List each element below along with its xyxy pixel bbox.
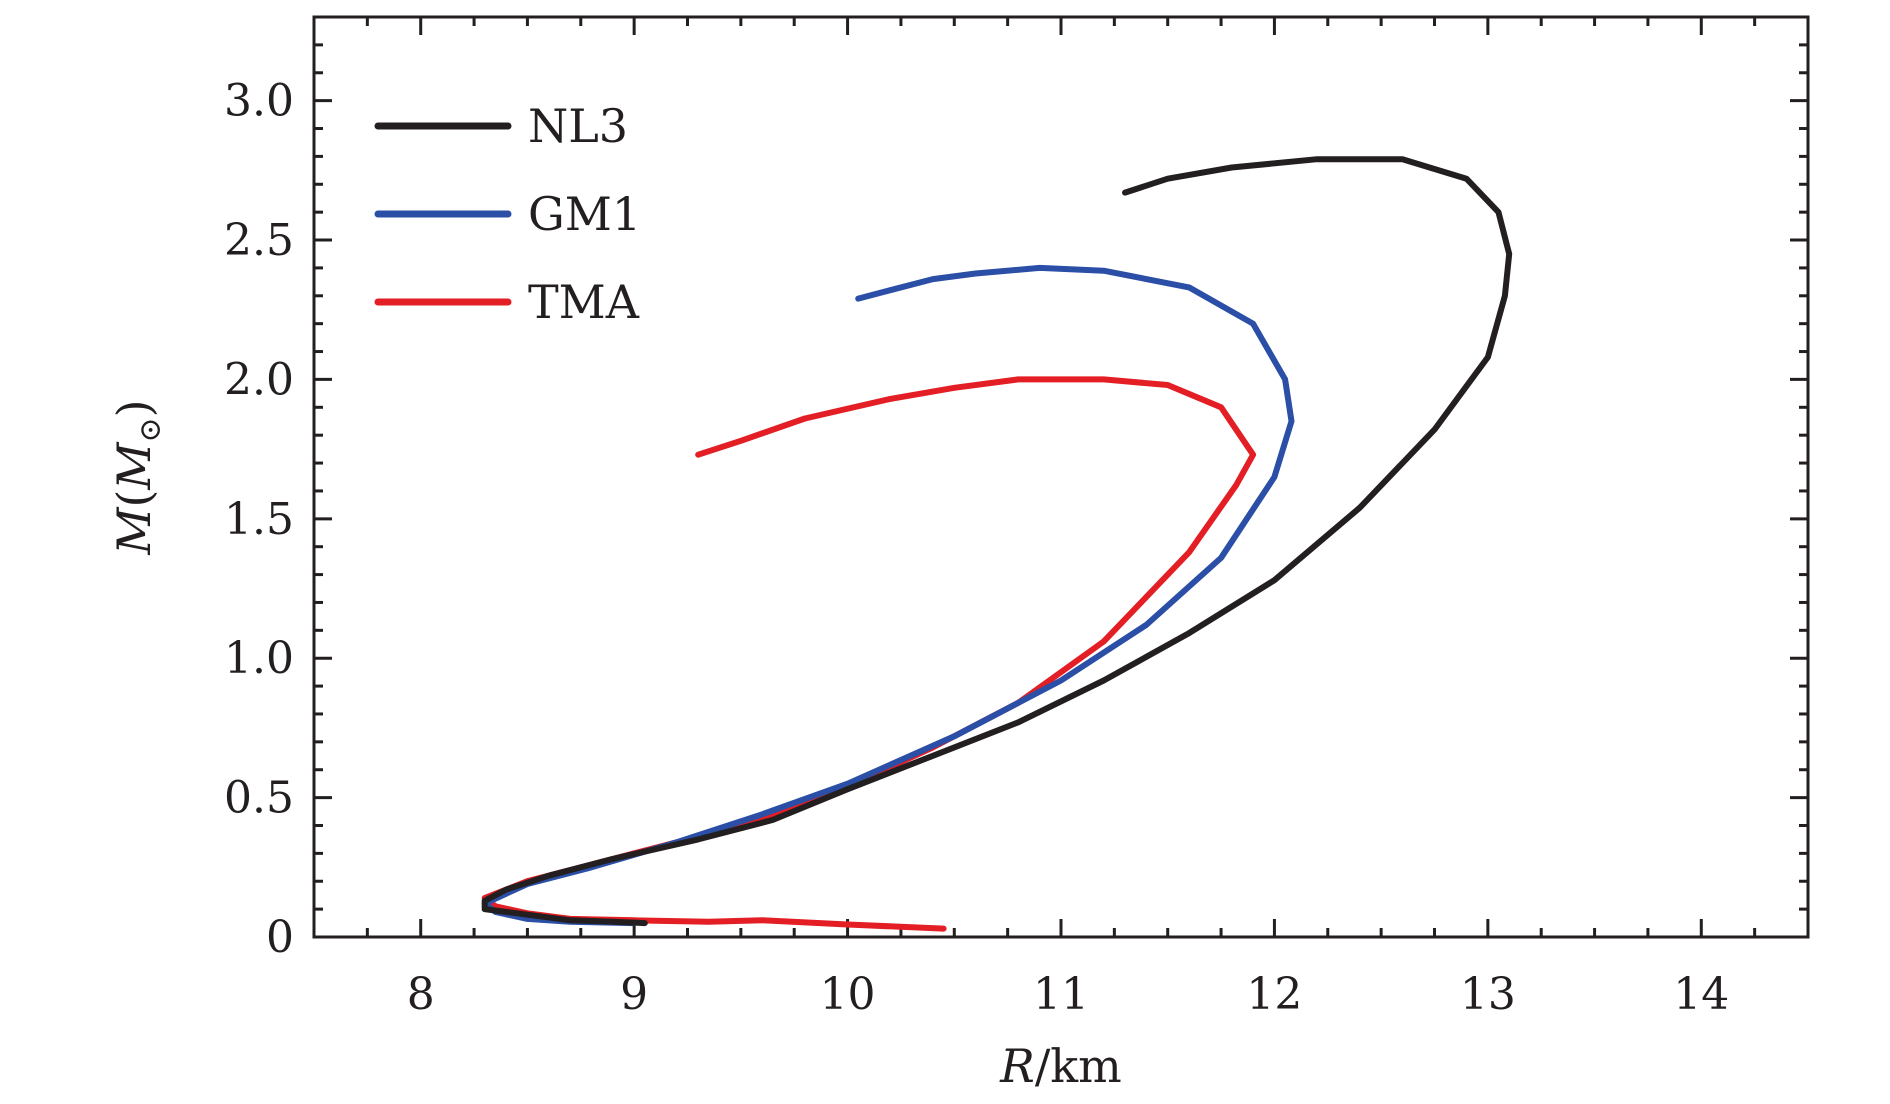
y-tick-label: 0 (266, 912, 294, 963)
legend-label-gm1: GM1 (528, 187, 641, 241)
series (481, 156, 1513, 932)
y-tick-label: 2.5 (224, 215, 294, 266)
x-axis-label: R/km (999, 1039, 1122, 1093)
legend-label-nl3: NL3 (528, 99, 628, 153)
y-tick-label: 0.5 (224, 773, 294, 824)
legend: NL3 GM1 TMA (374, 99, 641, 329)
ticks (312, 15, 1810, 939)
x-tick-label: 14 (1673, 969, 1729, 1020)
series-line-nl3 (481, 156, 1513, 927)
y-tick-label: 2.0 (224, 354, 294, 405)
tick-labels: 8 9 10 11 12 13 14 0 0.5 1.0 1.5 2.0 2.5 3.0 (224, 76, 1729, 1020)
y-axis-label: M(M⊙) (107, 399, 168, 555)
y-tick-label: 1.5 (224, 494, 294, 545)
x-tick-label: 11 (1033, 969, 1089, 1020)
y-tick-label: 3.0 (224, 76, 294, 127)
x-tick-label: 12 (1246, 969, 1302, 1020)
legend-label-tma: TMA (528, 275, 640, 329)
x-tick-label: 10 (820, 969, 876, 1020)
y-tick-label: 1.0 (224, 633, 294, 684)
x-tick-label: 9 (620, 969, 648, 1020)
x-tick-label: 13 (1460, 969, 1516, 1020)
series-line-gm1 (481, 264, 1295, 927)
series-line-tma (481, 376, 1257, 932)
x-tick-label: 8 (407, 969, 435, 1020)
plot-frame (312, 15, 1810, 939)
